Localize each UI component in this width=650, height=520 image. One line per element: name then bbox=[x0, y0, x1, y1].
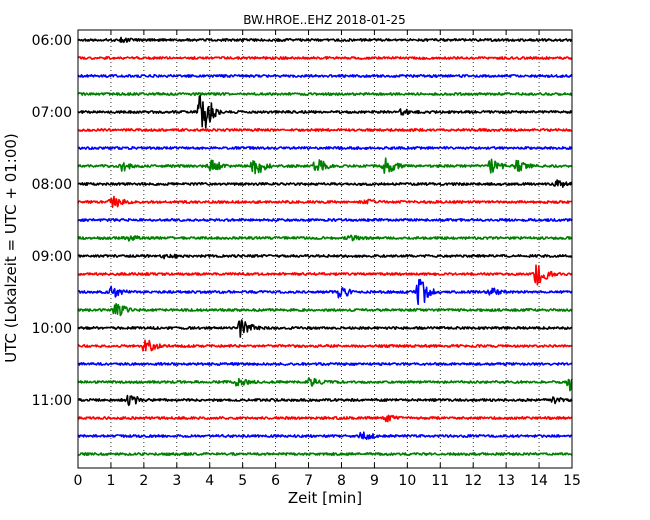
x-tick-label-11: 11 bbox=[431, 473, 449, 489]
y-tick-label-3: 09:00 bbox=[32, 249, 72, 265]
trace-0700 bbox=[77, 94, 573, 129]
axis-ticks: 0 1 2 3 4 5 6 7 8 9 10 11 12 13 14 1506:0007:0008:0009:… bbox=[32, 30, 581, 489]
trace-0930 bbox=[77, 278, 573, 306]
x-axis-label: Zeit [min] bbox=[288, 489, 362, 507]
trace-0845 bbox=[77, 234, 573, 242]
trace-0945 bbox=[77, 302, 573, 317]
chart-title: BW.HROE..EHZ 2018-01-25 bbox=[243, 13, 406, 27]
trace-0600 bbox=[77, 36, 573, 44]
trace-1115 bbox=[77, 414, 573, 423]
trace-1100 bbox=[77, 394, 573, 407]
y-tick-label-1: 07:00 bbox=[32, 105, 72, 121]
trace-1130 bbox=[77, 431, 573, 441]
trace-1045 bbox=[77, 377, 573, 392]
x-tick-label-0: 0 bbox=[74, 473, 83, 489]
x-tick-label-1: 1 bbox=[106, 473, 115, 489]
y-tick-label-2: 08:00 bbox=[32, 177, 72, 193]
trace-0630 bbox=[77, 74, 573, 78]
y-tick-label-5: 11:00 bbox=[32, 393, 72, 409]
x-tick-label-7: 7 bbox=[304, 473, 313, 489]
trace-1015 bbox=[77, 339, 573, 352]
trace-0615 bbox=[77, 56, 573, 60]
x-tick-label-10: 10 bbox=[398, 473, 416, 489]
x-tick-label-14: 14 bbox=[530, 473, 548, 489]
trace-1000 bbox=[77, 319, 573, 338]
trace-1145 bbox=[77, 452, 573, 456]
x-tick-label-15: 15 bbox=[563, 473, 581, 489]
vertical-gridlines bbox=[110, 30, 540, 468]
trace-0645 bbox=[77, 92, 573, 96]
trace-0900 bbox=[77, 253, 573, 260]
plot-frame bbox=[77, 29, 573, 469]
x-tick-label-9: 9 bbox=[370, 473, 379, 489]
x-tick-label-13: 13 bbox=[497, 473, 515, 489]
x-tick-label-6: 6 bbox=[271, 473, 280, 489]
x-tick-label-12: 12 bbox=[464, 473, 482, 489]
trace-0915 bbox=[77, 264, 573, 286]
trace-0715 bbox=[77, 128, 573, 132]
x-tick-label-4: 4 bbox=[205, 473, 214, 489]
trace-0745 bbox=[77, 157, 573, 175]
y-tick-label-4: 10:00 bbox=[32, 321, 72, 337]
x-tick-label-3: 3 bbox=[172, 473, 181, 489]
trace-0800 bbox=[77, 179, 573, 188]
x-tick-label-8: 8 bbox=[337, 473, 346, 489]
y-tick-label-0: 06:00 bbox=[32, 33, 72, 49]
y-axis-label: UTC (Lokalzeit = UTC + 01:00) bbox=[2, 133, 20, 363]
trace-0815 bbox=[77, 195, 573, 209]
x-tick-label-2: 2 bbox=[139, 473, 148, 489]
x-tick-label-5: 5 bbox=[238, 473, 247, 489]
trace-1030 bbox=[77, 362, 573, 366]
seismic-traces bbox=[77, 36, 573, 456]
trace-0830 bbox=[77, 218, 573, 222]
trace-0730 bbox=[77, 146, 573, 150]
